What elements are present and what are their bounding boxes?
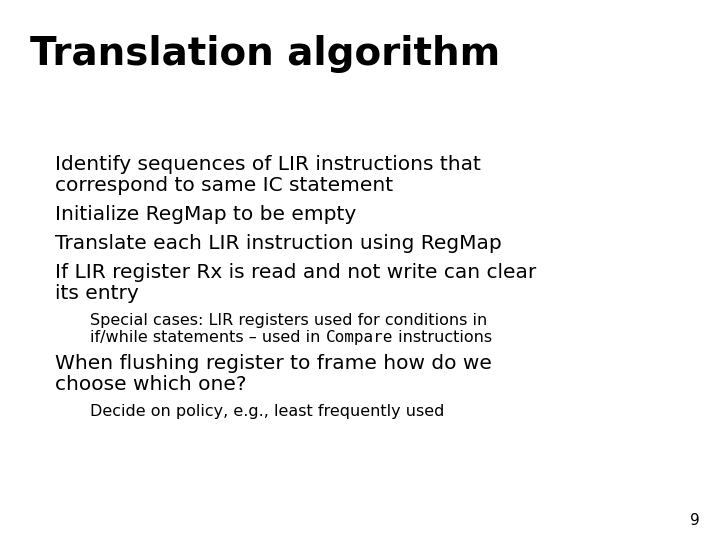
Text: Translation algorithm: Translation algorithm — [30, 35, 500, 73]
Text: its entry: its entry — [55, 284, 139, 303]
Text: Special cases: LIR registers used for conditions in: Special cases: LIR registers used for co… — [90, 313, 487, 328]
Text: If LIR register Rx is read and not write can clear: If LIR register Rx is read and not write… — [55, 263, 536, 282]
Text: choose which one?: choose which one? — [55, 375, 246, 394]
Text: instructions: instructions — [393, 330, 492, 346]
Text: Compare: Compare — [325, 330, 393, 346]
Text: correspond to same IC statement: correspond to same IC statement — [55, 176, 393, 195]
Text: if/while statements – used in: if/while statements – used in — [90, 330, 325, 346]
Text: Identify sequences of LIR instructions that: Identify sequences of LIR instructions t… — [55, 155, 481, 174]
Text: 9: 9 — [690, 513, 700, 528]
Text: Translate each LIR instruction using RegMap: Translate each LIR instruction using Reg… — [55, 234, 502, 253]
Text: When flushing register to frame how do we: When flushing register to frame how do w… — [55, 354, 492, 373]
Text: Decide on policy, e.g., least frequently used: Decide on policy, e.g., least frequently… — [90, 404, 444, 418]
Text: Initialize RegMap to be empty: Initialize RegMap to be empty — [55, 205, 356, 224]
